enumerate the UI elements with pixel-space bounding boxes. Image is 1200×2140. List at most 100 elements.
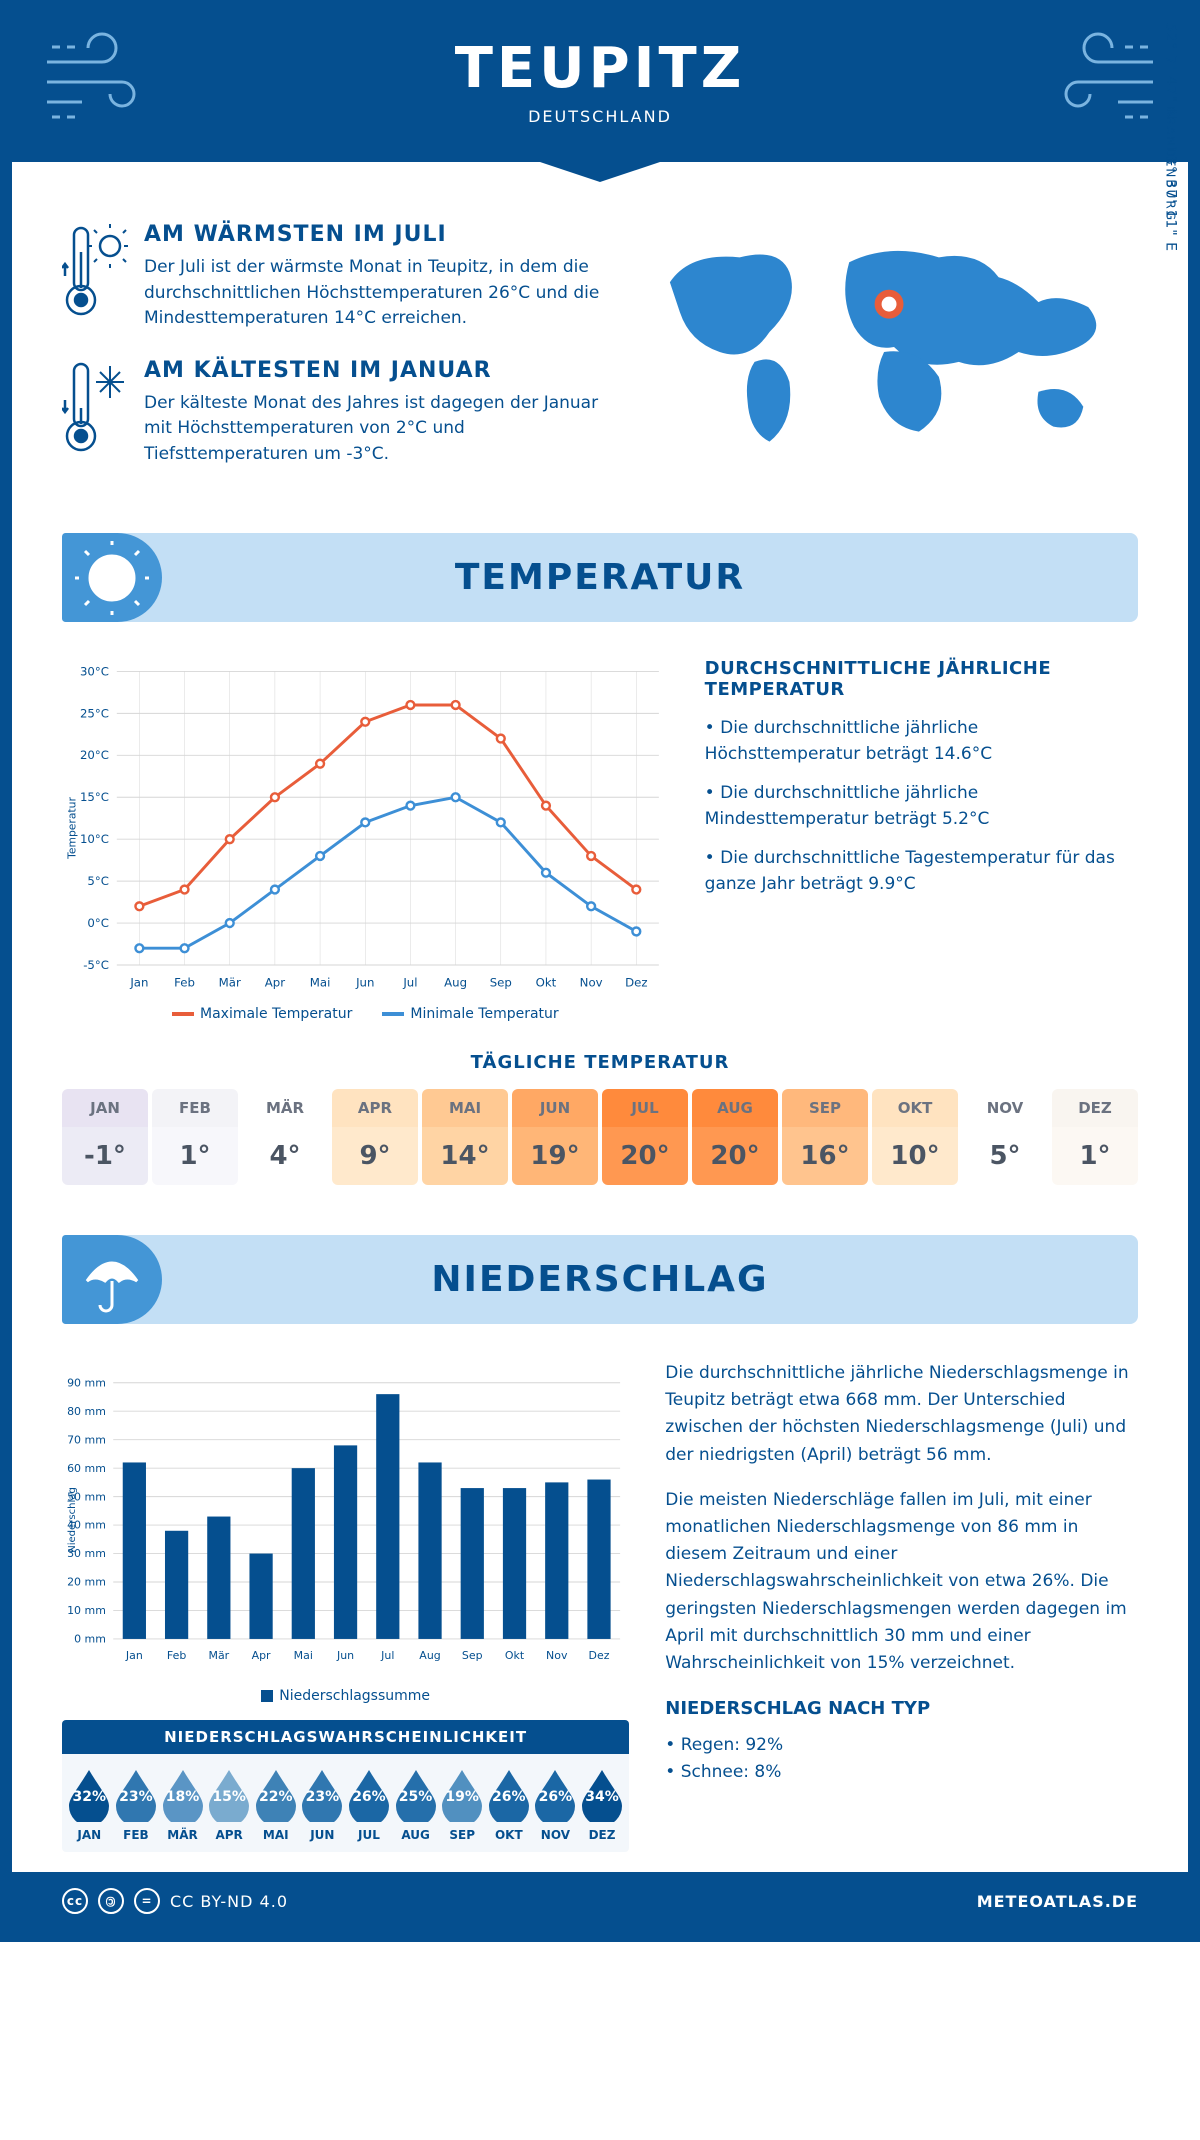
daily-tile: OKT10°	[872, 1089, 958, 1185]
precip-type2: • Schnee: 8%	[665, 1759, 1138, 1786]
temp-info-heading: DURCHSCHNITTLICHE JÄHRLICHE TEMPERATUR	[705, 658, 1138, 700]
svg-text:Apr: Apr	[252, 1649, 271, 1662]
temp-heading: TEMPERATUR	[82, 557, 1118, 598]
legend-min: Minimale Temperatur	[410, 1006, 558, 1022]
umbrella-icon	[62, 1235, 162, 1324]
precip-chart: 0 mm10 mm20 mm30 mm40 mm50 mm60 mm70 mm8…	[62, 1360, 629, 1704]
svg-text:Dez: Dez	[625, 976, 647, 990]
prob-drop: 22%MAI	[252, 1768, 299, 1842]
svg-text:Okt: Okt	[505, 1649, 525, 1662]
daily-tile: DEZ1°	[1052, 1089, 1138, 1185]
svg-text:Mär: Mär	[208, 1649, 229, 1662]
warmest-heading: AM WÄRMSTEN IM JULI	[144, 222, 610, 247]
svg-text:Apr: Apr	[265, 976, 285, 990]
coldest-fact: AM KÄLTESTEN IM JANUAR Der kälteste Mona…	[62, 358, 610, 468]
precip-section-head: NIEDERSCHLAG	[62, 1235, 1138, 1324]
daily-temp-tiles: JAN-1°FEB1°MÄR4°APR9°MAI14°JUN19°JUL20°A…	[62, 1089, 1138, 1185]
coords-label: 52° 7' 47" N — 13° 37' 11" E	[1162, 23, 1178, 252]
prob-drop: 34%DEZ	[579, 1768, 626, 1842]
daily-tile: MAI14°	[422, 1089, 508, 1185]
intro-section: AM WÄRMSTEN IM JULI Der Juli ist der wär…	[62, 222, 1138, 493]
prob-drop: 23%JUN	[299, 1768, 346, 1842]
temp-bullet: • Die durchschnittliche jährliche Höchst…	[705, 716, 1138, 767]
footer: cc 🄯 = CC BY-ND 4.0 METEOATLAS.DE	[12, 1872, 1188, 1930]
warmest-fact: AM WÄRMSTEN IM JULI Der Juli ist der wär…	[62, 222, 610, 332]
svg-text:Dez: Dez	[589, 1649, 610, 1662]
daily-tile: JAN-1°	[62, 1089, 148, 1185]
precip-p1: Die durchschnittliche jährliche Niedersc…	[665, 1360, 1138, 1469]
prob-drop: 15%APR	[206, 1768, 253, 1842]
prob-drop: 18%MÄR	[159, 1768, 206, 1842]
svg-text:0°C: 0°C	[87, 916, 109, 930]
wind-icon-left	[42, 32, 152, 122]
temperature-chart: -5°C 0°C 5°C 10°C 15°C 20°C 25°C 30°C Jan Feb Mär A…	[62, 658, 669, 1022]
prob-drop: 26%OKT	[485, 1768, 532, 1842]
svg-text:Aug: Aug	[444, 976, 467, 990]
thermometer-hot-icon	[62, 222, 128, 322]
daily-tile: APR9°	[332, 1089, 418, 1185]
precip-type-heading: NIEDERSCHLAG NACH TYP	[665, 1695, 1138, 1724]
svg-text:20°C: 20°C	[80, 748, 109, 762]
daily-tile: MÄR4°	[242, 1089, 328, 1185]
prob-drop: 23%FEB	[113, 1768, 160, 1842]
svg-text:10 mm: 10 mm	[67, 1604, 106, 1617]
prob-drop: 26%JUL	[346, 1768, 393, 1842]
prob-heading: NIEDERSCHLAGSWAHRSCHEINLICHKEIT	[62, 1720, 629, 1754]
svg-text:90 mm: 90 mm	[67, 1376, 106, 1389]
svg-text:Mär: Mär	[219, 976, 241, 990]
svg-text:0 mm: 0 mm	[74, 1633, 106, 1646]
coldest-heading: AM KÄLTESTEN IM JANUAR	[144, 358, 610, 383]
by-icon: 🄯	[98, 1888, 124, 1914]
svg-text:70 mm: 70 mm	[67, 1433, 106, 1446]
svg-text:10°C: 10°C	[80, 832, 109, 846]
daily-tile: SEP16°	[782, 1089, 868, 1185]
prob-drop: 19%SEP	[439, 1768, 486, 1842]
svg-text:Jul: Jul	[402, 976, 417, 990]
header: TEUPITZ DEUTSCHLAND	[12, 12, 1188, 162]
daily-tile: JUN19°	[512, 1089, 598, 1185]
svg-text:Mai: Mai	[310, 976, 331, 990]
svg-text:Nov: Nov	[580, 976, 603, 990]
precip-type1: • Regen: 92%	[665, 1732, 1138, 1759]
temp-bullet: • Die durchschnittliche Tagestemperatur …	[705, 846, 1138, 897]
prob-drop: 26%NOV	[532, 1768, 579, 1842]
svg-text:Jan: Jan	[129, 976, 148, 990]
header-subtitle: DEUTSCHLAND	[12, 107, 1188, 126]
license-text: CC BY-ND 4.0	[170, 1892, 288, 1911]
daily-temp-heading: TÄGLICHE TEMPERATUR	[62, 1052, 1138, 1073]
svg-text:25°C: 25°C	[80, 706, 109, 720]
svg-text:Sep: Sep	[490, 976, 512, 990]
svg-text:Sep: Sep	[462, 1649, 483, 1662]
header-chevron	[540, 162, 660, 182]
warmest-text: Der Juli ist der wärmste Monat in Teupit…	[144, 255, 610, 332]
svg-text:Jun: Jun	[355, 976, 374, 990]
svg-text:Mai: Mai	[294, 1649, 313, 1662]
svg-text:Jun: Jun	[336, 1649, 354, 1662]
temp-bullet: • Die durchschnittliche jährliche Mindes…	[705, 781, 1138, 832]
thermometer-cold-icon	[62, 358, 128, 458]
precip-heading: NIEDERSCHLAG	[82, 1259, 1118, 1300]
temperature-section-head: TEMPERATUR	[62, 533, 1138, 622]
svg-text:Feb: Feb	[174, 976, 195, 990]
svg-text:Okt: Okt	[536, 976, 557, 990]
svg-text:30°C: 30°C	[80, 664, 109, 678]
precip-legend: Niederschlagssumme	[62, 1688, 629, 1704]
daily-tile: JUL20°	[602, 1089, 688, 1185]
svg-text:15°C: 15°C	[80, 790, 109, 804]
header-title: TEUPITZ	[12, 36, 1188, 101]
prob-drop: 25%AUG	[392, 1768, 439, 1842]
svg-text:5°C: 5°C	[87, 874, 109, 888]
svg-text:20 mm: 20 mm	[67, 1576, 106, 1589]
precip-text: Die durchschnittliche jährliche Niedersc…	[665, 1360, 1138, 1852]
daily-tile: FEB1°	[152, 1089, 238, 1185]
svg-text:Feb: Feb	[167, 1649, 186, 1662]
daily-tile: NOV5°	[962, 1089, 1048, 1185]
site-name: METEOATLAS.DE	[977, 1892, 1138, 1911]
svg-text:Niederschlag: Niederschlag	[67, 1487, 78, 1553]
cc-icon: cc	[62, 1888, 88, 1914]
infographic-page: TEUPITZ DEUTSCHLAND AM WÄRMSTEN IM JULI …	[0, 0, 1200, 1942]
temp-legend: Maximale Temperatur Minimale Temperatur	[62, 1006, 669, 1022]
prob-drop: 32%JAN	[66, 1768, 113, 1842]
world-map	[640, 222, 1138, 462]
svg-text:-5°C: -5°C	[83, 958, 109, 972]
